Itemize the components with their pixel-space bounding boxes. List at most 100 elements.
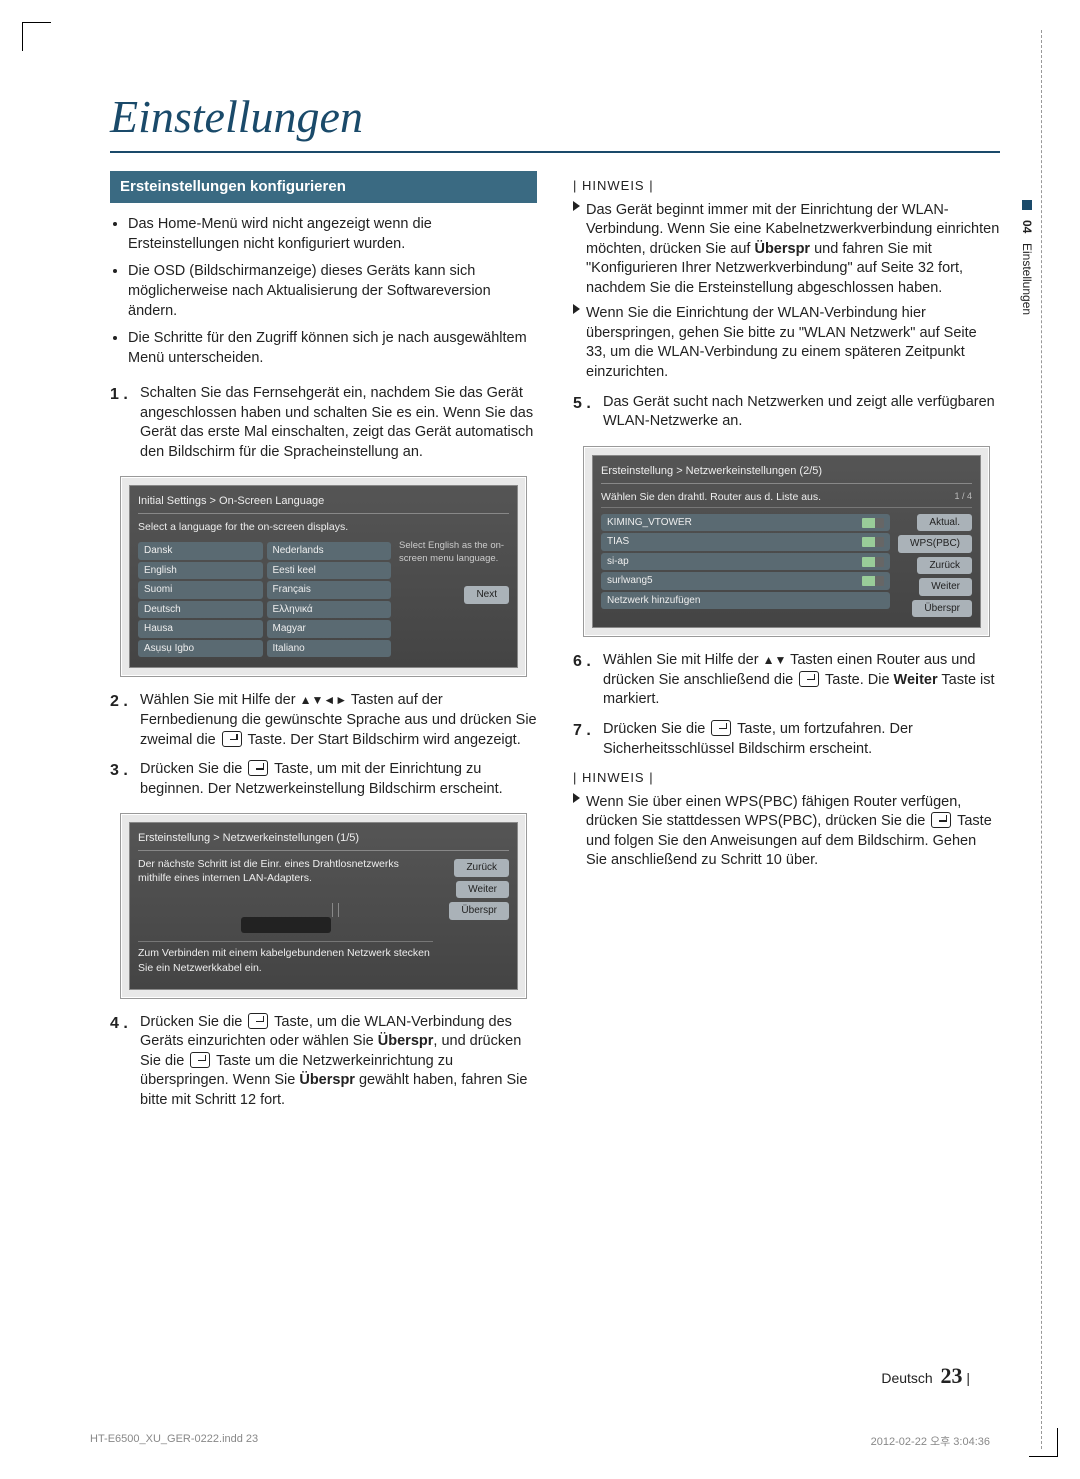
screenshot-network-2: Ersteinstellung > Netzwerkeinstellungen … bbox=[583, 446, 990, 638]
enter-icon bbox=[711, 720, 731, 736]
meta-file: HT-E6500_XU_GER-0222.indd 23 bbox=[90, 1433, 258, 1449]
step-number: 2 . bbox=[110, 691, 140, 750]
network-row: KIMING_VTOWER bbox=[601, 514, 890, 532]
ss-title: Ersteinstellung > Netzwerkeinstellungen … bbox=[138, 831, 509, 851]
ss-skip-button: Überspr bbox=[912, 600, 972, 618]
crop-mark-tl bbox=[22, 22, 51, 51]
page-title: Einstellungen bbox=[110, 90, 1000, 153]
ss-title: Ersteinstellung > Netzwerkeinstellungen … bbox=[601, 464, 972, 484]
enter-icon bbox=[248, 760, 268, 776]
ss-back-button: Zurück bbox=[917, 557, 972, 575]
lang-col-right: Nederlands Eesti keel Français Ελληνικά … bbox=[267, 540, 392, 659]
network-row: Netzwerk hinzufügen bbox=[601, 592, 890, 610]
print-meta: HT-E6500_XU_GER-0222.indd 23 2012-02-22 … bbox=[90, 1433, 990, 1449]
enter-icon bbox=[190, 1052, 210, 1068]
side-tab-marker bbox=[1022, 200, 1032, 210]
intro-bullets: Das Home-Menü wird nicht angezeigt wenn … bbox=[110, 215, 537, 368]
network-row: surlwang5 bbox=[601, 572, 890, 590]
step-7: 7 . Drücken Sie die Taste, um fortzufahr… bbox=[573, 720, 1000, 759]
enter-icon bbox=[248, 1013, 268, 1029]
ss-pagination: 1 / 4 bbox=[954, 490, 972, 504]
step-4: 4 . Drücken Sie die Taste, um die WLAN-V… bbox=[110, 1013, 537, 1111]
signal-icon bbox=[862, 557, 884, 567]
lang-option: Eesti keel bbox=[267, 562, 392, 580]
hinweis-label: | HINWEIS | bbox=[573, 177, 1000, 195]
footer-lang: Deutsch bbox=[881, 1370, 932, 1386]
footer-page-number: 23 bbox=[940, 1363, 962, 1388]
step-text: Schalten Sie das Fernsehgerät ein, nachd… bbox=[140, 384, 537, 462]
step-number: 6 . bbox=[573, 651, 603, 710]
note-item: Wenn Sie die Einrichtung der WLAN-Verbin… bbox=[573, 304, 1000, 382]
lang-option: Asụsụ Igbo bbox=[138, 640, 263, 658]
lang-option: Dansk bbox=[138, 542, 263, 560]
step-text: Das Gerät sucht nach Netzwerken und zeig… bbox=[603, 393, 1000, 432]
triangle-icon bbox=[573, 201, 580, 211]
enter-icon bbox=[931, 812, 951, 828]
step-text: Wählen Sie mit Hilfe der ▲▼◄► Tasten auf… bbox=[140, 691, 537, 750]
note-item: Das Gerät beginnt immer mit der Einricht… bbox=[573, 201, 1000, 299]
ss-subtitle: Wählen Sie den drahtl. Router aus d. Lis… bbox=[601, 490, 821, 504]
meta-timestamp: 2012-02-22 오후 3:04:36 bbox=[871, 1433, 990, 1449]
ss-subtitle: Select a language for the on-screen disp… bbox=[138, 520, 509, 534]
left-column: Ersteinstellungen konfigurieren Das Home… bbox=[110, 171, 537, 1121]
screenshot-language: Initial Settings > On-Screen Language Se… bbox=[120, 476, 527, 677]
lang-option: Italiano bbox=[267, 640, 392, 658]
lang-option: Suomi bbox=[138, 581, 263, 599]
lang-option: English bbox=[138, 562, 263, 580]
step-text: Drücken Sie die Taste, um mit der Einric… bbox=[140, 760, 537, 799]
network-row: si-ap bbox=[601, 553, 890, 571]
step-3: 3 . Drücken Sie die Taste, um mit der Ei… bbox=[110, 760, 537, 799]
lang-option: Ελληνικά bbox=[267, 601, 392, 619]
step-number: 1 . bbox=[110, 384, 140, 462]
signal-icon bbox=[862, 537, 884, 547]
step-6: 6 . Wählen Sie mit Hilfe der ▲▼ Tasten e… bbox=[573, 651, 1000, 710]
triangle-icon bbox=[573, 304, 580, 314]
lang-option: Hausa bbox=[138, 620, 263, 638]
section-heading: Ersteinstellungen konfigurieren bbox=[110, 171, 537, 203]
arrow-keys: ▲▼◄► bbox=[300, 693, 348, 707]
right-column: | HINWEIS | Das Gerät beginnt immer mit … bbox=[573, 171, 1000, 1121]
intro-bullet: Die OSD (Bildschirmanzeige) dieses Gerät… bbox=[128, 262, 537, 321]
network-row: TIAS bbox=[601, 533, 890, 551]
side-tab-title: Einstellungen bbox=[1020, 243, 1034, 315]
lang-col-left: Dansk English Suomi Deutsch Hausa Asụsụ … bbox=[138, 540, 263, 659]
intro-bullet: Das Home-Menü wird nicht angezeigt wenn … bbox=[128, 215, 537, 254]
step-number: 5 . bbox=[573, 393, 603, 432]
step-5: 5 . Das Gerät sucht nach Netzwerken und … bbox=[573, 393, 1000, 432]
step-number: 3 . bbox=[110, 760, 140, 799]
ss-wps-button: WPS(PBC) bbox=[898, 535, 972, 553]
ss-title: Initial Settings > On-Screen Language bbox=[138, 494, 509, 514]
page-footer: Deutsch 23 | bbox=[881, 1363, 970, 1389]
network-list: KIMING_VTOWER TIAS si-ap surlwang5 Netzw… bbox=[601, 512, 890, 620]
lang-option: Français bbox=[267, 581, 392, 599]
signal-icon bbox=[862, 518, 884, 528]
router-illustration bbox=[138, 893, 433, 933]
ss-back-button: Zurück bbox=[454, 859, 509, 877]
step-text: Wählen Sie mit Hilfe der ▲▼ Tasten einen… bbox=[603, 651, 1000, 710]
signal-icon bbox=[862, 576, 884, 586]
lang-option: Deutsch bbox=[138, 601, 263, 619]
enter-icon bbox=[799, 671, 819, 687]
side-tab-chapter: 04 bbox=[1020, 220, 1034, 233]
ss-skip-button: Überspr bbox=[449, 902, 509, 920]
step-number: 4 . bbox=[110, 1013, 140, 1111]
hinweis-label: | HINWEIS | bbox=[573, 769, 1000, 787]
intro-bullet: Die Schritte für den Zugriff können sich… bbox=[128, 329, 537, 368]
step-text: Drücken Sie die Taste, um die WLAN-Verbi… bbox=[140, 1013, 537, 1111]
step-number: 7 . bbox=[573, 720, 603, 759]
step-2: 2 . Wählen Sie mit Hilfe der ▲▼◄► Tasten… bbox=[110, 691, 537, 750]
lang-option: Magyar bbox=[267, 620, 392, 638]
ss-next-button: Weiter bbox=[919, 578, 972, 596]
step-text: Drücken Sie die Taste, um fortzufahren. … bbox=[603, 720, 1000, 759]
screenshot-network-1: Ersteinstellung > Netzwerkeinstellungen … bbox=[120, 813, 527, 999]
triangle-icon bbox=[573, 793, 580, 803]
ss-next-button: Next bbox=[464, 586, 509, 604]
arrow-keys: ▲▼ bbox=[763, 653, 787, 667]
ss-next-button: Weiter bbox=[456, 881, 509, 899]
cut-line bbox=[1041, 30, 1042, 1449]
ss-subtitle: Der nächste Schritt ist die Einr. eines … bbox=[138, 857, 433, 885]
ss-refresh-button: Aktual. bbox=[917, 514, 972, 532]
note-item: Wenn Sie über einen WPS(PBC) fähigen Rou… bbox=[573, 793, 1000, 871]
ss-hint: Select English as the on-screen menu lan… bbox=[399, 540, 509, 566]
enter-icon bbox=[222, 731, 242, 747]
